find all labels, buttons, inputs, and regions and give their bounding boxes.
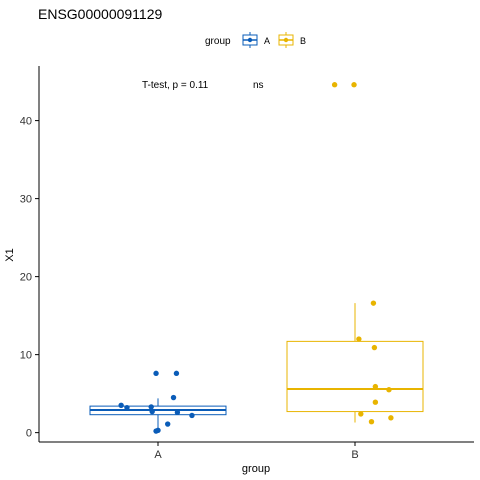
data-point xyxy=(174,409,181,416)
data-point xyxy=(351,82,357,88)
x-axis-label: group xyxy=(242,463,270,475)
boxplot-B xyxy=(286,82,424,425)
data-point xyxy=(356,336,362,342)
y-tick-label: 20 xyxy=(20,272,32,284)
legend-key-point xyxy=(247,37,253,43)
data-point xyxy=(331,82,338,88)
data-point xyxy=(372,383,379,390)
legend-key-point xyxy=(283,37,289,43)
y-axis-ticks: 0 10 20 30 40 xyxy=(20,116,39,440)
y-tick-label: 30 xyxy=(20,194,32,206)
boxplot-A xyxy=(89,370,227,434)
data-point xyxy=(358,411,364,417)
y-tick-label: 0 xyxy=(26,428,32,440)
plot-area xyxy=(89,82,424,434)
legend-entry-label: B xyxy=(300,36,306,46)
data-point xyxy=(173,370,180,377)
data-point xyxy=(148,404,154,410)
legend-title: group xyxy=(205,36,231,47)
data-point xyxy=(124,404,130,411)
stat-test-label: T-test, p = 0.11 xyxy=(142,80,209,91)
box xyxy=(286,340,424,413)
data-point xyxy=(388,415,394,421)
data-point xyxy=(155,427,161,433)
data-point xyxy=(165,421,171,427)
data-point xyxy=(370,300,377,306)
stat-significance-label: ns xyxy=(253,80,264,91)
data-point xyxy=(371,344,378,351)
data-point xyxy=(149,408,155,415)
x-tick-label: B xyxy=(351,449,358,461)
legend-key-B: B xyxy=(278,32,306,48)
y-tick-label: 10 xyxy=(20,350,32,362)
data-point xyxy=(153,370,159,377)
data-point xyxy=(189,412,195,419)
y-tick-label: 40 xyxy=(20,116,32,128)
legend-entry-label: A xyxy=(264,36,270,46)
data-point xyxy=(118,402,124,409)
data-point xyxy=(372,399,379,405)
legend: group A B xyxy=(205,32,306,48)
data-point xyxy=(386,387,392,393)
legend-key-A: A xyxy=(242,32,270,48)
y-axis-label: X1 xyxy=(4,248,16,261)
data-point xyxy=(170,394,177,401)
data-point xyxy=(368,419,375,425)
chart-title: ENSG00000091129 xyxy=(38,6,162,22)
x-tick-label: A xyxy=(154,449,162,461)
